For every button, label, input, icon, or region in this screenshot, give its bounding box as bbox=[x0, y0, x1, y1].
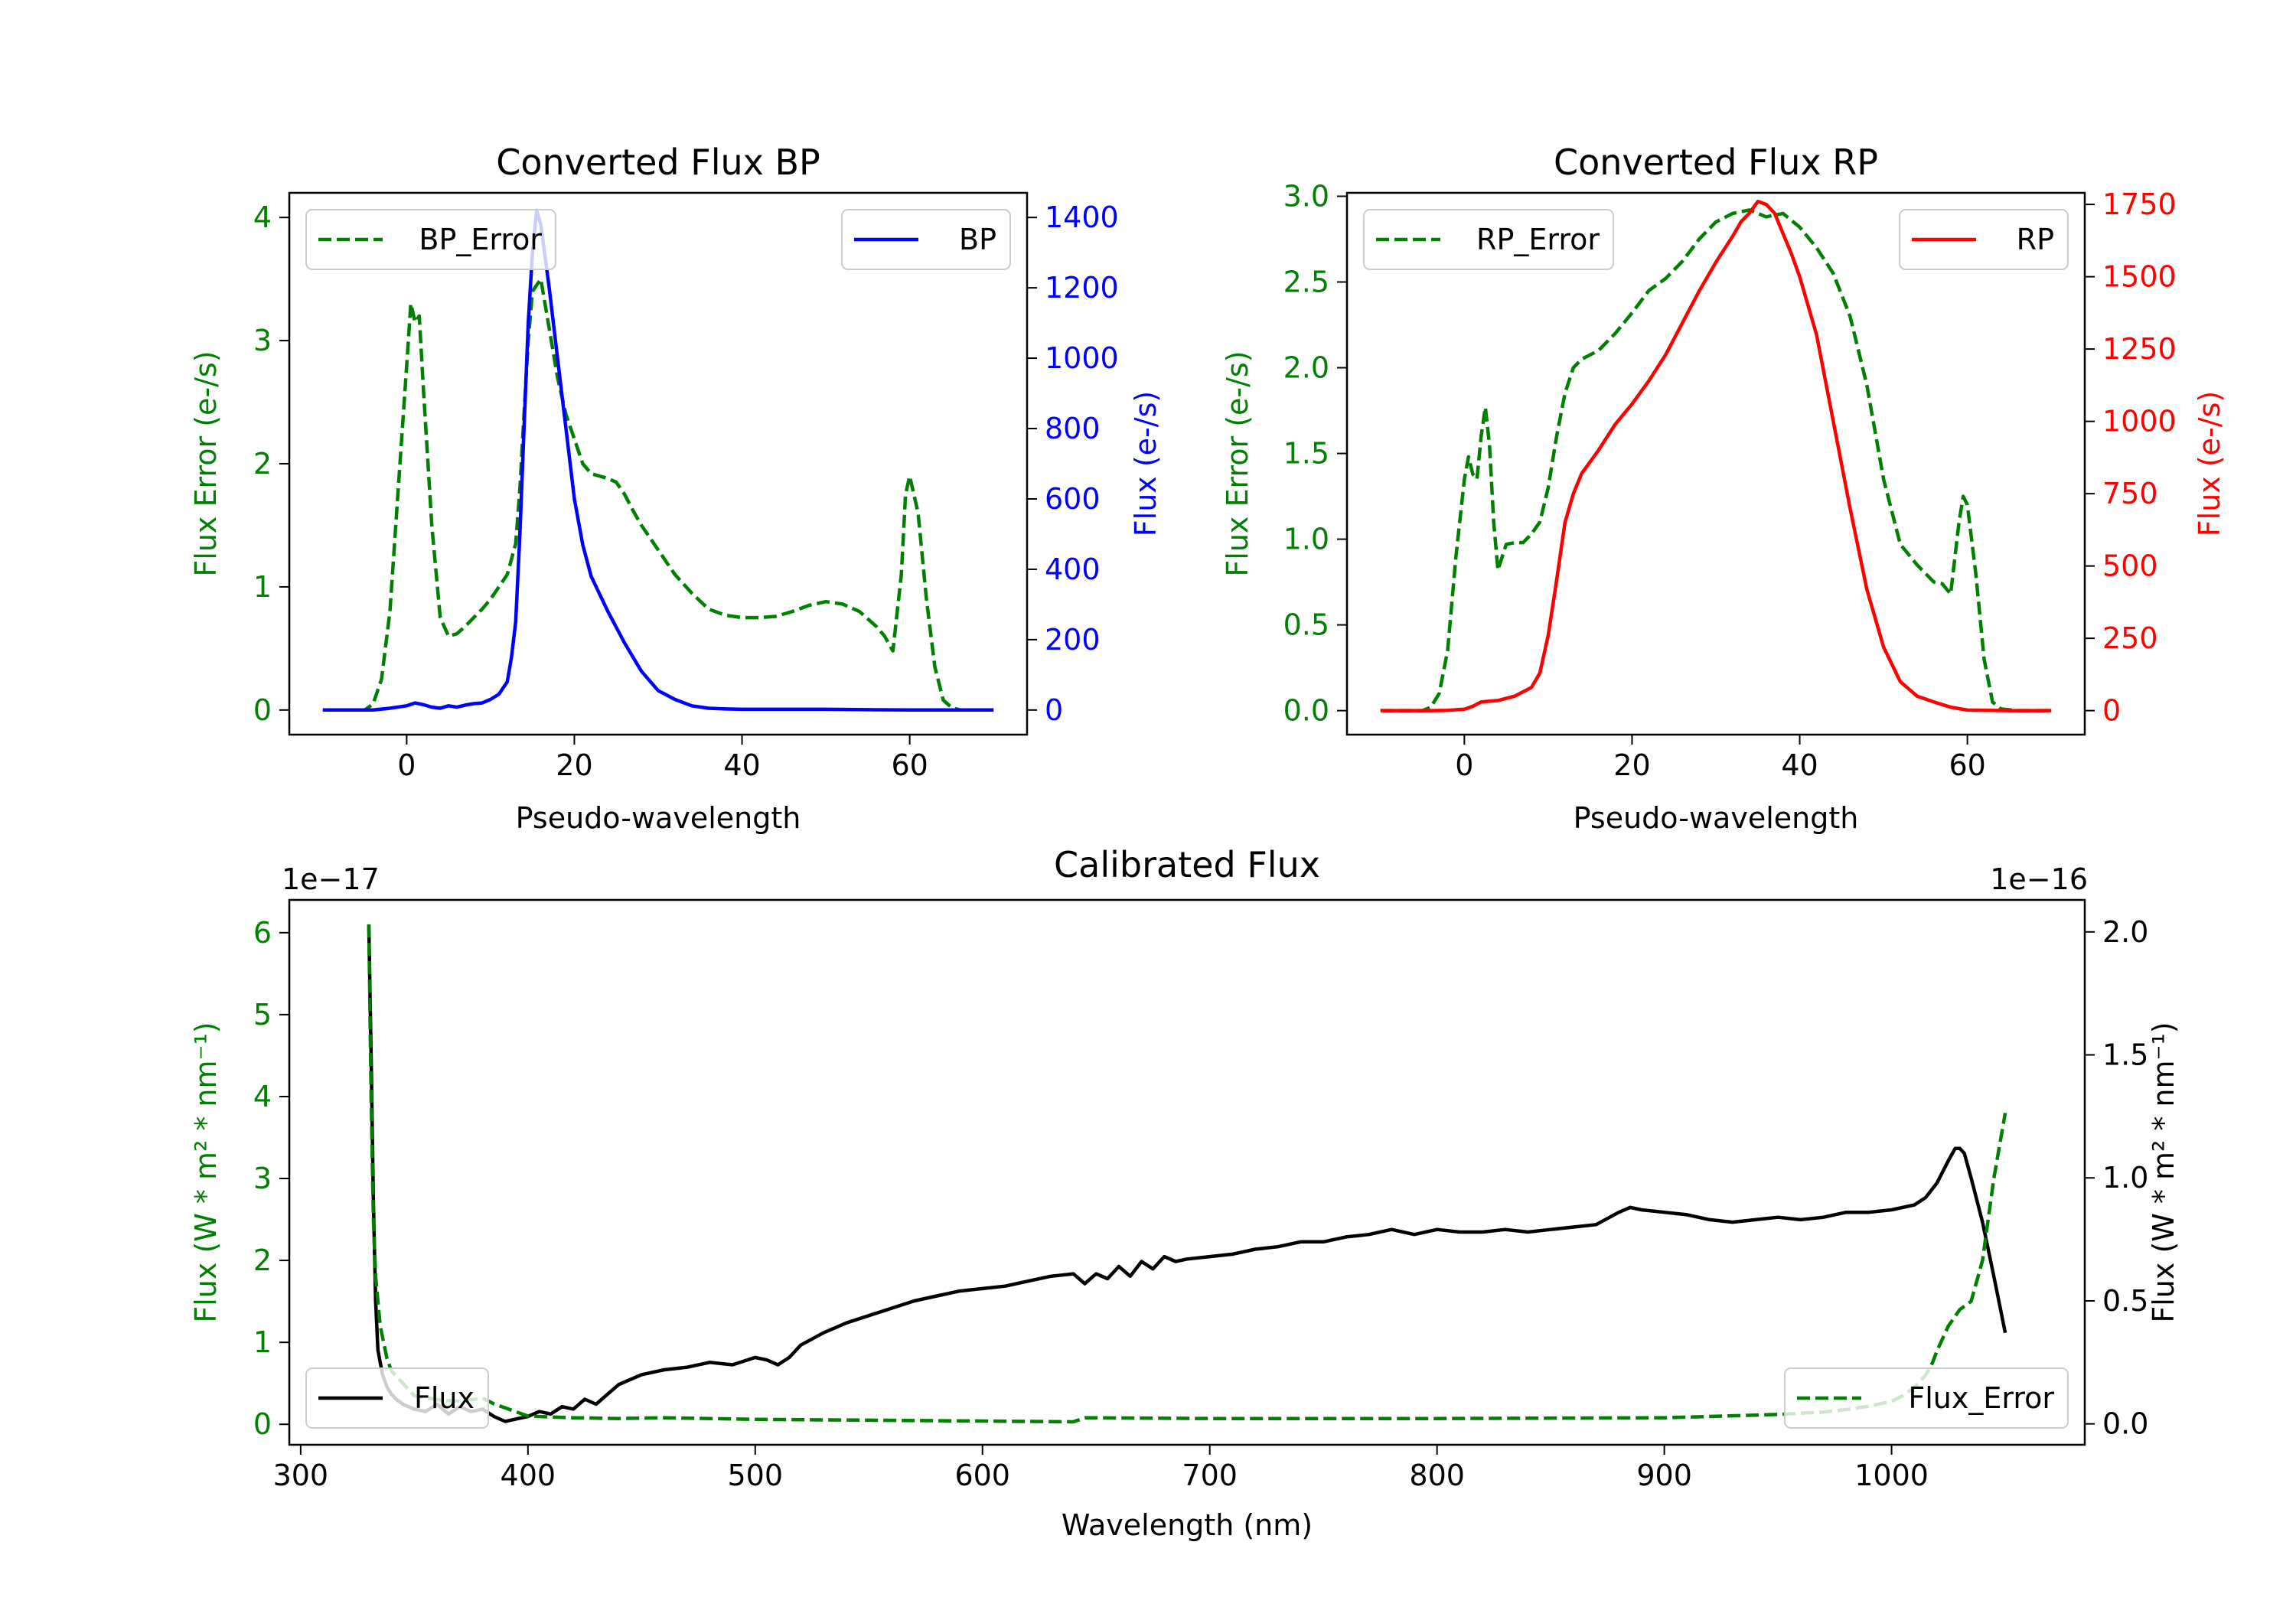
y-right-tick-label: 1000 bbox=[1045, 341, 1119, 375]
y-right-tick-label: 0 bbox=[2102, 694, 2121, 728]
y-right-tick-label: 0.5 bbox=[2102, 1284, 2148, 1318]
legend-label: RP bbox=[2017, 223, 2054, 256]
chart-title: Converted Flux BP bbox=[496, 142, 820, 183]
x-tick-label: 500 bbox=[728, 1459, 784, 1492]
y-right-axis-label: Flux (W * m² * nm⁻¹) bbox=[2147, 1022, 2180, 1322]
x-tick-label: 300 bbox=[273, 1459, 329, 1492]
legend-box bbox=[1784, 1367, 2069, 1429]
y-right-tick-label: 1000 bbox=[2102, 405, 2177, 438]
x-tick-label: 20 bbox=[1613, 748, 1650, 782]
y-right-tick-label: 1.0 bbox=[2102, 1161, 2148, 1195]
legend-flux-error: Flux_Error bbox=[1784, 1367, 2069, 1429]
x-tick-label: 700 bbox=[1182, 1459, 1238, 1492]
y-right-tick-label: 1200 bbox=[1045, 271, 1119, 305]
chart-calibrated: Calibrated Flux 300 400 500 600 700 800 900 1000… bbox=[189, 844, 2180, 1542]
series-rp bbox=[1380, 200, 2052, 712]
legend-label: Flux bbox=[414, 1381, 475, 1415]
y-left-axis-label: Flux (W * m² * nm⁻¹) bbox=[189, 1022, 223, 1322]
y-left-tick-label: 0.0 bbox=[1283, 694, 1329, 728]
y-left-tick-label: 0 bbox=[253, 1407, 272, 1441]
legend-label: BP bbox=[959, 223, 996, 256]
y-left-tick-label: 3.0 bbox=[1283, 179, 1329, 213]
y-left-tick-label: 2 bbox=[253, 447, 272, 481]
y-left-offset-label: 1e−17 bbox=[282, 862, 380, 896]
legend-rp-error: RP_Error bbox=[1363, 209, 1614, 270]
series-flux-error bbox=[367, 924, 2007, 1424]
y-right-tick-label: 1400 bbox=[1045, 200, 1119, 234]
y-left-tick-label: 5 bbox=[253, 998, 272, 1032]
y-left-tick-label: 0.5 bbox=[1283, 608, 1329, 642]
series-rp-error bbox=[1380, 208, 2052, 712]
legend-bp: BP bbox=[841, 209, 1011, 270]
x-tick-label: 400 bbox=[501, 1459, 556, 1492]
x-tick-label: 1000 bbox=[1854, 1459, 1929, 1492]
y-right-tick-label: 750 bbox=[2102, 477, 2158, 510]
y-right-axis-label: Flux (e-/s) bbox=[1129, 391, 1163, 536]
y-left-tick-label: 4 bbox=[253, 200, 272, 234]
y-right-tick-label: 600 bbox=[1045, 482, 1101, 516]
y-right-offset-label: 1e−16 bbox=[1990, 862, 2088, 896]
y-right-tick-label: 0 bbox=[1045, 693, 1063, 727]
x-tick-label: 800 bbox=[1409, 1459, 1465, 1492]
legend-label: Flux_Error bbox=[1908, 1381, 2054, 1415]
chart-rp: Converted Flux RP 0 20 40 60 0.0 0.5 1.0 1.5 2.0 2… bbox=[1221, 142, 2226, 835]
plot-frame bbox=[1345, 191, 2086, 736]
y-right-tick-label: 200 bbox=[1045, 623, 1101, 657]
y-right-axis-label: Flux (e-/s) bbox=[2193, 391, 2226, 536]
x-tick-label: 20 bbox=[556, 748, 592, 782]
x-axis-label: Pseudo-wavelength bbox=[516, 801, 801, 835]
y-left-tick-label: 2 bbox=[253, 1244, 272, 1277]
x-tick-label: 60 bbox=[891, 748, 928, 782]
x-axis-label: Wavelength (nm) bbox=[1062, 1508, 1313, 1542]
x-axis-label: Pseudo-wavelength bbox=[1574, 801, 1859, 835]
y-right-tick-label: 250 bbox=[2102, 621, 2158, 655]
y-right-tick-label: 0.0 bbox=[2102, 1407, 2148, 1441]
y-right-tick-label: 1250 bbox=[2102, 332, 2177, 366]
y-right-tick-label: 1750 bbox=[2102, 187, 2177, 221]
legend-flux: Flux bbox=[305, 1367, 489, 1429]
y-right-tick-label: 2.0 bbox=[2102, 915, 2148, 949]
y-left-tick-label: 1 bbox=[253, 570, 272, 604]
x-tick-label: 900 bbox=[1636, 1459, 1692, 1492]
legend-label: RP_Error bbox=[1476, 223, 1600, 256]
y-left-tick-label: 1.5 bbox=[1283, 437, 1329, 471]
y-left-tick-label: 3 bbox=[253, 324, 272, 357]
x-tick-label: 0 bbox=[1455, 748, 1473, 782]
y-left-tick-label: 1 bbox=[253, 1325, 272, 1359]
y-right-tick-label: 800 bbox=[1045, 412, 1101, 445]
y-left-axis-label: Flux Error (e-/s) bbox=[1221, 350, 1254, 576]
y-right-tick-label: 500 bbox=[2102, 549, 2158, 583]
series-bp-error bbox=[322, 277, 994, 712]
legend-bp-error: BP_Error bbox=[305, 209, 556, 270]
y-left-tick-label: 4 bbox=[253, 1080, 272, 1113]
legend-box bbox=[841, 209, 1011, 270]
legend-box bbox=[305, 1367, 489, 1429]
x-tick-label: 60 bbox=[1949, 748, 1985, 782]
legend-rp: RP bbox=[1899, 209, 2069, 270]
y-left-tick-label: 2.5 bbox=[1283, 266, 1329, 299]
chart-title: Converted Flux RP bbox=[1554, 142, 1878, 183]
legend-box bbox=[1363, 209, 1614, 270]
y-left-axis-label: Flux Error (e-/s) bbox=[189, 350, 223, 576]
y-left-tick-label: 6 bbox=[253, 916, 272, 950]
x-tick-label: 40 bbox=[723, 748, 760, 782]
y-left-tick-label: 2.0 bbox=[1283, 351, 1329, 385]
y-right-tick-label: 400 bbox=[1045, 553, 1101, 586]
legend-label: BP_Error bbox=[419, 223, 542, 256]
plot-frame bbox=[288, 898, 2086, 1446]
y-left-tick-label: 3 bbox=[253, 1162, 272, 1195]
x-tick-label: 0 bbox=[397, 748, 416, 782]
y-left-tick-label: 0 bbox=[253, 693, 272, 727]
series-flux bbox=[367, 924, 2007, 1423]
chart-title: Calibrated Flux bbox=[1054, 844, 1320, 885]
x-tick-label: 600 bbox=[954, 1459, 1010, 1492]
legend-box bbox=[1899, 209, 2069, 270]
y-left-tick-label: 1.0 bbox=[1283, 523, 1329, 556]
chart-bp: Converted Flux BP0 20 40 600123402004006008… bbox=[189, 142, 1163, 835]
y-right-tick-label: 1500 bbox=[2102, 260, 2177, 294]
x-tick-label: 40 bbox=[1781, 748, 1818, 782]
y-right-tick-label: 1.5 bbox=[2102, 1038, 2148, 1072]
legend-box bbox=[305, 209, 556, 270]
